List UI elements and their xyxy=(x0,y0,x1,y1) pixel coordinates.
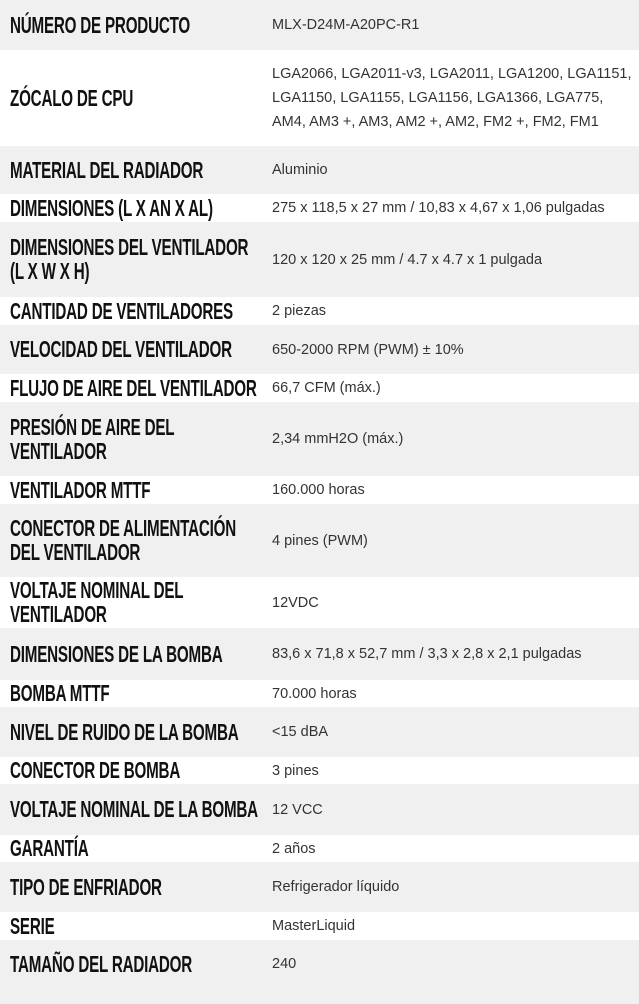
spec-row: FLUJO DE AIRE DEL VENTILADOR 66,7 CFM (má… xyxy=(0,374,639,402)
spec-value: 120 x 120 x 25 mm / 4.7 x 4.7 x 1 pulgad… xyxy=(272,251,543,268)
spec-label: VOLTAJE NOMINAL DE LA BOMBA xyxy=(10,796,258,822)
spec-value: 70.000 horas xyxy=(272,685,357,702)
spec-value: 12 VCC xyxy=(272,801,323,818)
spec-row: DIMENSIONES (L X AN X AL) 275 x 118,5 x 2… xyxy=(0,194,639,222)
spec-row: NÚMERO DE PRODUCTO MLX-D24M-A20PC-R1 xyxy=(0,0,639,50)
spec-value: Refrigerador líquido xyxy=(272,879,400,895)
spec-value: <15 dBA xyxy=(272,724,329,740)
spec-label: TAMAÑO DEL RADIADOR xyxy=(10,951,193,977)
spec-row: VELOCIDAD DEL VENTILADOR 650-2000 RPM (PW… xyxy=(0,325,639,374)
spec-label: VENTILADOR MTTF xyxy=(10,476,151,503)
spec-value: LGA2066, LGA2011-v3, LGA2011, LGA1200, L… xyxy=(272,66,632,130)
spec-label: DIMENSIONES (L X AN X AL) xyxy=(10,194,213,221)
spec-value: MasterLiquid xyxy=(272,918,356,934)
spec-value: 2,34 mmH2O (máx.) xyxy=(272,431,404,447)
spec-row: BOMBA MTTF 70.000 horas xyxy=(0,680,639,707)
spec-value: 4 pines (PWM) xyxy=(272,532,368,549)
spec-row: PRESIÓN DE AIRE DEL VENTILADOR 2,34 mmH2O… xyxy=(0,402,639,476)
spec-label: GARANTÍA xyxy=(10,835,89,861)
spec-label: PRESIÓN DE AIRE DEL VENTILADOR xyxy=(10,413,175,464)
spec-label: NIVEL DE RUIDO DE LA BOMBA xyxy=(10,718,239,745)
spec-row: CONECTOR DE BOMBA 3 pines xyxy=(0,757,639,784)
spec-row: NIVEL DE RUIDO DE LA BOMBA <15 dBA xyxy=(0,707,639,757)
spec-value: 12VDC xyxy=(272,594,319,611)
spec-value: 650-2000 RPM (PWM) ± 10% xyxy=(272,341,464,358)
spec-value: 240 xyxy=(272,956,297,972)
spec-label: FLUJO DE AIRE DEL VENTILADOR xyxy=(10,374,257,401)
spec-value: 66,7 CFM (máx.) xyxy=(272,380,381,396)
spec-label: MATERIAL DEL RADIADOR xyxy=(10,156,204,183)
spec-label: VOLTAJE NOMINAL DEL VENTILADOR xyxy=(10,577,184,627)
spec-row: VOLTAJE NOMINAL DE LA BOMBA 12 VCC xyxy=(0,784,639,835)
spec-label: TIPO DE ENFRIADOR xyxy=(10,873,162,900)
spec-label: NÚMERO DE PRODUCTO xyxy=(10,11,191,38)
spec-value: 3 pines xyxy=(272,762,319,779)
spec-label: DIMENSIONES DE LA BOMBA xyxy=(10,640,223,667)
spec-row: DIMENSIONES DEL VENTILADOR (L X W X H) 12… xyxy=(0,222,639,297)
spec-value: 2 piezas xyxy=(272,303,327,319)
spec-value: 160.000 horas xyxy=(272,482,365,498)
spec-label: SERIE xyxy=(10,912,55,939)
spec-row: GARANTÍA 2 años xyxy=(0,835,639,862)
spec-row: VENTILADOR MTTF 160.000 horas xyxy=(0,476,639,504)
spec-row: VOLTAJE NOMINAL DEL VENTILADOR 12VDC xyxy=(0,577,639,628)
spec-value: 2 años xyxy=(272,840,316,857)
spec-label: CONECTOR DE ALIMENTACIÓN DEL VENTILADOR xyxy=(10,515,237,565)
spec-row: TAMAÑO DEL RADIADOR 240 xyxy=(0,940,639,1004)
spec-row: MATERIAL DEL RADIADOR Aluminio xyxy=(0,146,639,194)
spec-value: 275 x 118,5 x 27 mm / 10,83 x 4,67 x 1,0… xyxy=(272,200,605,216)
spec-label: ZÓCALO DE CPU xyxy=(10,84,134,111)
spec-label: VELOCIDAD DEL VENTILADOR xyxy=(10,336,232,362)
spec-row: DIMENSIONES DE LA BOMBA 83,6 x 71,8 x 52,… xyxy=(0,628,639,680)
spec-value: Aluminio xyxy=(272,162,328,178)
spec-row: TIPO DE ENFRIADOR Refrigerador líquido xyxy=(0,862,639,912)
spec-label: BOMBA MTTF xyxy=(10,680,110,706)
spec-label: CANTIDAD DE VENTILADORES xyxy=(10,297,233,324)
spec-row: CONECTOR DE ALIMENTACIÓN DEL VENTILADOR 4… xyxy=(0,504,639,577)
spec-value: 83,6 x 71,8 x 52,7 mm / 3,3 x 2,8 x 2,1 … xyxy=(272,646,582,662)
spec-row: ZÓCALO DE CPU LGA2066, LGA2011-v3, LGA201… xyxy=(0,50,639,146)
spec-row: CANTIDAD DE VENTILADORES 2 piezas xyxy=(0,297,639,325)
spec-row: SERIE MasterLiquid xyxy=(0,912,639,940)
spec-value: MLX-D24M-A20PC-R1 xyxy=(272,17,420,33)
spec-label: CONECTOR DE BOMBA xyxy=(10,757,181,783)
spec-label: DIMENSIONES DEL VENTILADOR (L X W X H) xyxy=(10,234,249,284)
